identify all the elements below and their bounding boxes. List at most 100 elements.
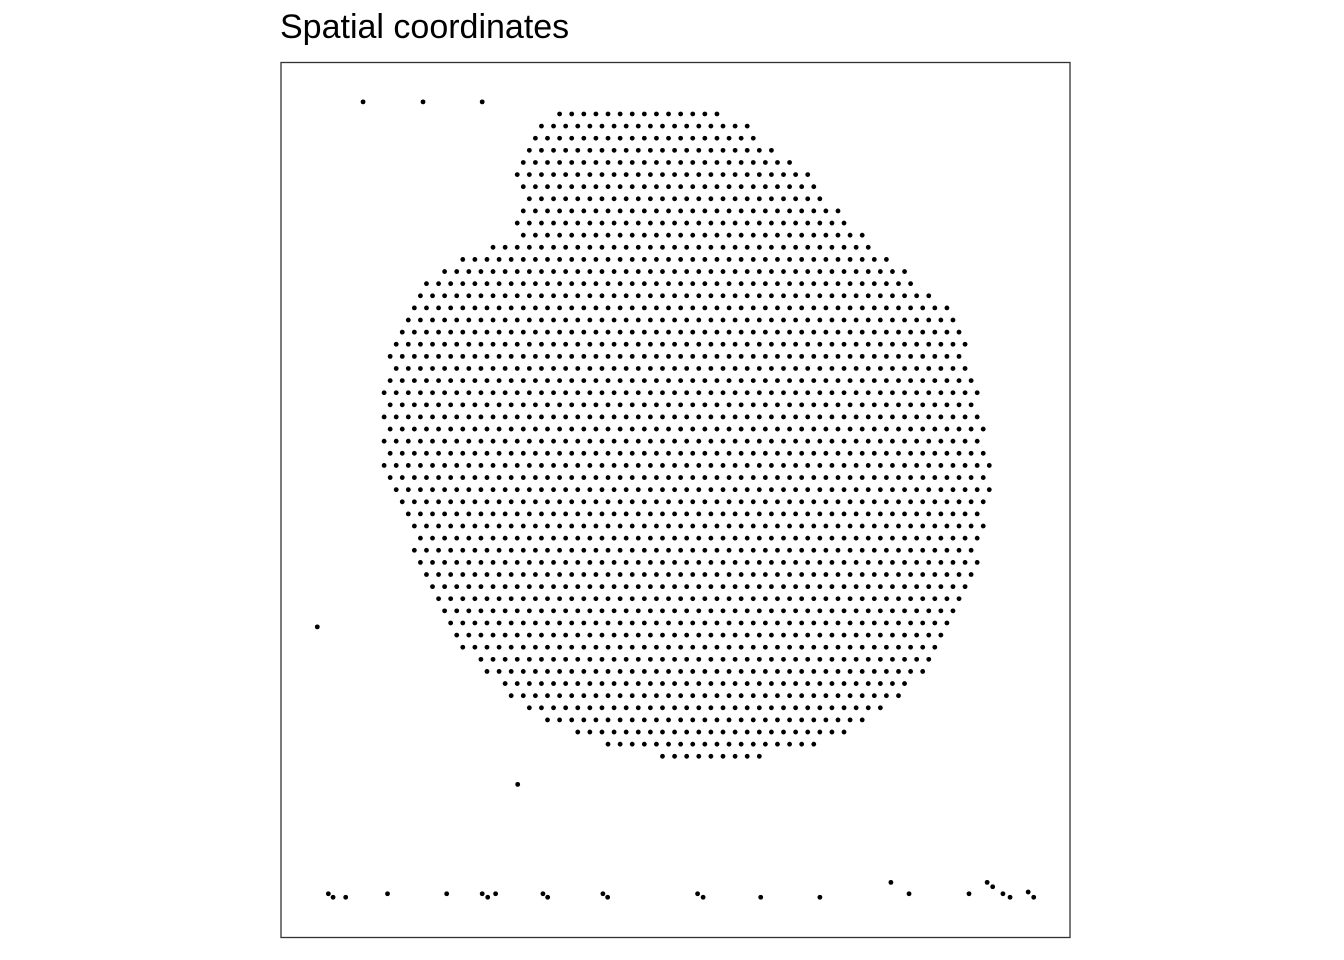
- tissue-spot-68: [732, 147, 738, 153]
- tissue-spot-944: [617, 426, 623, 432]
- tissue-spot-1567: [539, 584, 544, 590]
- tissue-spot-1710: [690, 620, 696, 626]
- tissue-spot-384: [702, 281, 708, 287]
- tissue-spot-1461: [932, 547, 938, 553]
- tissue-spot-531: [902, 317, 907, 323]
- tissue-spot-1569: [563, 584, 569, 590]
- tissue-spot-1581: [708, 584, 714, 590]
- tissue-spot-1366: [932, 523, 938, 529]
- tissue-spot-1881: [847, 669, 853, 674]
- tissue-spot-1595: [877, 584, 883, 590]
- tissue-spot-1675: [781, 608, 786, 614]
- tissue-spot-67: [720, 147, 726, 153]
- tissue-spot-954: [738, 426, 744, 432]
- tissue-spot-1095: [623, 463, 629, 468]
- tissue-spot-1739: [539, 632, 544, 638]
- tissue-spot-1375: [466, 535, 472, 541]
- tissue-spot-1484: [647, 559, 653, 565]
- tissue-spot-915: [865, 414, 871, 420]
- tissue-spot-372: [557, 281, 562, 287]
- tissue-spot-223: [829, 220, 835, 226]
- tissue-spot-264: [611, 244, 617, 250]
- tissue-spot-1378: [502, 535, 508, 541]
- tissue-spot-545: [508, 329, 514, 335]
- tissue-spot-2030: [793, 729, 799, 735]
- tissue-spot-863: [835, 402, 841, 408]
- tissue-spot-1168: [896, 475, 901, 480]
- tissue-spot-924: [974, 414, 980, 420]
- tissue-spot-1900: [647, 681, 653, 686]
- tissue-spot-1123: [962, 463, 968, 468]
- tissue-spot-322: [442, 269, 448, 274]
- tissue-spot-443: [914, 293, 920, 299]
- tissue-spot-1355: [799, 523, 805, 529]
- tissue-spot-414: [563, 293, 569, 299]
- tissue-spot-1756: [744, 632, 750, 638]
- tissue-spot-2042: [690, 741, 696, 747]
- tissue-spot-1108: [781, 463, 786, 468]
- tissue-spot-981: [454, 438, 460, 444]
- tissue-spot-1623: [678, 596, 684, 602]
- tissue-spot-546: [520, 329, 526, 335]
- tissue-spot-56: [587, 147, 593, 153]
- tissue-spot-1895: [587, 681, 593, 686]
- tissue-spot-535: [950, 317, 956, 323]
- tissue-spot-159: [696, 196, 702, 202]
- tissue-spot-1179: [430, 487, 435, 493]
- tissue-spot-1828: [660, 656, 665, 662]
- tissue-spot-922: [950, 414, 956, 420]
- tissue-spot-906: [756, 414, 762, 420]
- tissue-spot-636: [448, 353, 454, 359]
- tissue-spot-1447: [762, 547, 768, 553]
- tissue-spot-97: [539, 172, 544, 177]
- tissue-spot-513: [684, 317, 690, 323]
- tissue-spot-140: [762, 184, 768, 190]
- tissue-spot-1641: [896, 596, 901, 602]
- tissue-spot-1636: [835, 596, 841, 602]
- tissue-spot-640: [496, 353, 502, 359]
- tissue-spot-232: [605, 232, 611, 238]
- tissue-spot-891: [575, 414, 581, 420]
- tissue-spot-91: [750, 160, 756, 165]
- tissue-spot-1917: [853, 681, 859, 686]
- tissue-spot-442: [902, 293, 907, 299]
- tissue-spot-1049: [678, 450, 684, 456]
- tissue-spot-1085: [502, 463, 508, 468]
- tissue-spot-1377: [490, 535, 496, 541]
- tissue-spot-1825: [623, 656, 629, 662]
- tissue-spot-578: [908, 329, 913, 335]
- tissue-spot-905: [744, 414, 750, 420]
- tissue-spot-1848: [902, 656, 907, 662]
- tissue-spot-1267: [896, 499, 901, 505]
- tissue-spot-1242: [593, 499, 599, 505]
- tissue-spot-31: [744, 123, 750, 129]
- tissue-spot-764: [835, 378, 841, 384]
- tissue-spot-712: [793, 366, 799, 371]
- tissue-spot-408: [490, 293, 496, 299]
- tissue-spot-2008: [823, 717, 829, 723]
- tissue-spot-1328: [472, 523, 478, 529]
- tissue-spot-1872: [738, 669, 744, 674]
- tissue-spot-2002: [750, 717, 756, 723]
- tissue-spot-518: [744, 317, 750, 323]
- tissue-spot-1314: [877, 511, 883, 517]
- tissue-spot-1078: [418, 463, 423, 468]
- tissue-spot-1022: [950, 438, 956, 444]
- tissue-spot-73: [533, 160, 538, 165]
- tissue-spot-2052: [811, 741, 817, 747]
- tissue-spot-1592: [841, 584, 847, 590]
- tissue-spot-319: [859, 257, 865, 262]
- tissue-spot-804: [720, 390, 726, 396]
- tissue-spot-794: [599, 390, 605, 396]
- tissue-spot-595: [539, 341, 544, 347]
- tissue-spot-300: [629, 257, 635, 262]
- tissue-spot-1621: [654, 596, 659, 602]
- tissue-spot-751: [678, 378, 684, 384]
- tissue-spot-822: [938, 390, 944, 396]
- tissue-spot-1254: [738, 499, 744, 505]
- tissue-spot-1833: [720, 656, 726, 662]
- outlier-spot-2077: [600, 891, 606, 897]
- tissue-spot-363: [448, 281, 454, 287]
- tissue-spot-1663: [635, 608, 641, 614]
- tissue-spot-955: [750, 426, 756, 432]
